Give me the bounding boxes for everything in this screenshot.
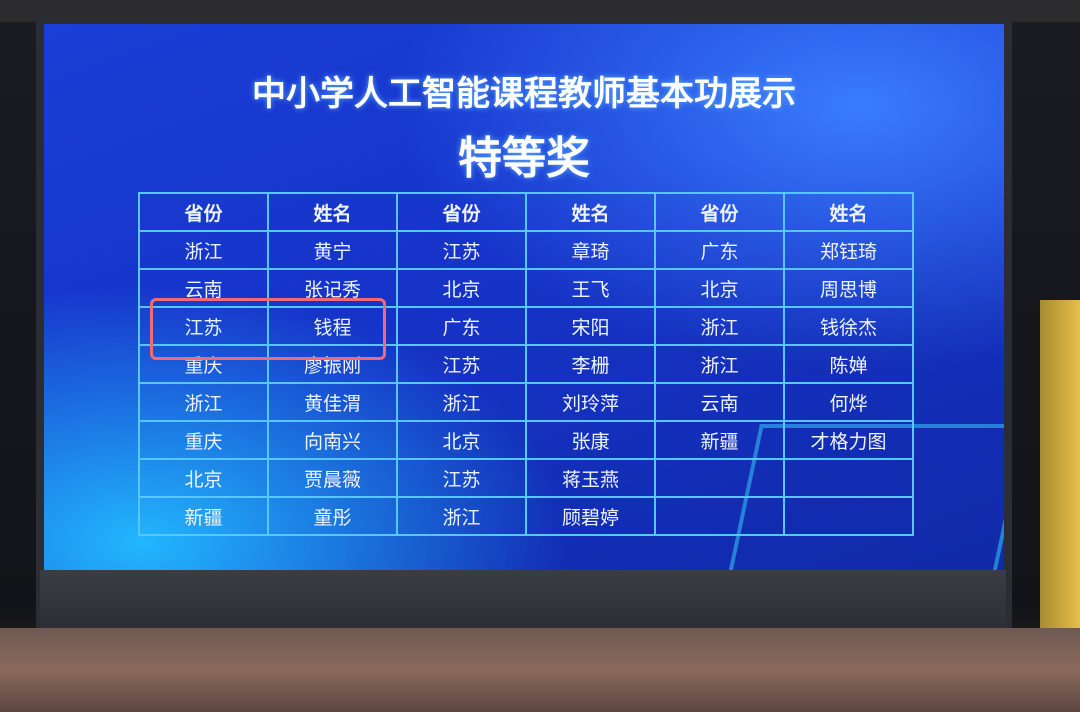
column-header: 省份: [396, 192, 527, 232]
award-title: 特等奖: [458, 133, 590, 184]
name-cell: 钱徐杰: [783, 306, 914, 346]
stage-top: [0, 0, 1080, 22]
province-cell: 北京: [396, 268, 527, 308]
curtain: [1040, 300, 1080, 630]
name-cell: 黄佳渭: [267, 382, 398, 422]
province-cell: 江苏: [396, 458, 527, 498]
name-cell: 钱程: [267, 306, 398, 346]
screen-title: 中小学人工智能课程教师基本功展示: [252, 74, 796, 114]
table-row: 浙江 黄宁 江苏 章琦 广东 郑钰琦: [138, 230, 914, 270]
province-cell: 浙江: [654, 306, 785, 346]
name-cell: 刘玲萍: [525, 382, 656, 422]
table-row: 云南 张记秀 北京 王飞 北京 周思博: [138, 268, 914, 308]
province-cell: 北京: [654, 268, 785, 308]
table-row: 北京 贾晨薇 江苏 蒋玉燕: [138, 458, 914, 498]
award-table: 省份 姓名 省份 姓名 省份 姓名 浙江 黄宁 江苏 章琦 广东 郑钰琦 云南 张记秀 北京 王飞 北京 周思博…: [138, 192, 914, 536]
province-cell: 广东: [654, 230, 785, 270]
province-cell: 浙江: [138, 230, 269, 270]
province-cell: 浙江: [654, 344, 785, 384]
name-cell: 陈婵: [783, 344, 914, 384]
province-cell: 江苏: [396, 230, 527, 270]
name-cell: 张记秀: [267, 268, 398, 308]
province-cell: 新疆: [138, 496, 269, 536]
province-cell: 北京: [138, 458, 269, 498]
name-cell: 章琦: [525, 230, 656, 270]
name-cell: 才格力图: [783, 420, 914, 460]
table-header: 省份 姓名 省份 姓名 省份 姓名: [138, 192, 914, 232]
province-cell: 重庆: [138, 344, 269, 384]
province-cell: 新疆: [654, 420, 785, 460]
name-cell: 黄宁: [267, 230, 398, 270]
stage-floor: [0, 628, 1080, 712]
name-cell: 李栅: [525, 344, 656, 384]
province-cell: 江苏: [138, 306, 269, 346]
name-cell: 向南兴: [267, 420, 398, 460]
name-cell: 童彤: [267, 496, 398, 536]
column-header: 姓名: [783, 192, 914, 232]
column-header: 姓名: [267, 192, 398, 232]
table-row: 新疆 童彤 浙江 顾碧婷: [138, 496, 914, 536]
table-row: 重庆 廖振刚 江苏 李栅 浙江 陈婵: [138, 344, 914, 384]
province-cell: 北京: [396, 420, 527, 460]
screen-bezel: [40, 570, 1006, 628]
name-cell: 王飞: [525, 268, 656, 308]
table-row: 重庆 向南兴 北京 张康 新疆 才格力图: [138, 420, 914, 460]
name-cell: 何烨: [783, 382, 914, 422]
name-cell: 廖振刚: [267, 344, 398, 384]
province-cell: [654, 458, 785, 498]
province-cell: 浙江: [138, 382, 269, 422]
highlight-box: [150, 298, 386, 360]
table-row: 浙江 黄佳渭 浙江 刘玲萍 云南 何烨: [138, 382, 914, 422]
name-cell: [783, 458, 914, 498]
table-row: 江苏 钱程 广东 宋阳 浙江 钱徐杰: [138, 306, 914, 346]
province-cell: 江苏: [396, 344, 527, 384]
province-cell: [654, 496, 785, 536]
column-header: 姓名: [525, 192, 656, 232]
province-cell: 云南: [138, 268, 269, 308]
name-cell: 贾晨薇: [267, 458, 398, 498]
name-cell: 顾碧婷: [525, 496, 656, 536]
province-cell: 重庆: [138, 420, 269, 460]
province-cell: 浙江: [396, 496, 527, 536]
province-cell: 浙江: [396, 382, 527, 422]
name-cell: 郑钰琦: [783, 230, 914, 270]
led-screen: 中小学人工智能课程教师基本功展示 特等奖 省份 姓名 省份 姓名 省份 姓名 浙江 黄宁 江苏…: [44, 24, 1004, 570]
province-cell: 云南: [654, 382, 785, 422]
column-header: 省份: [138, 192, 269, 232]
name-cell: 蒋玉燕: [525, 458, 656, 498]
name-cell: [783, 496, 914, 536]
name-cell: 宋阳: [525, 306, 656, 346]
province-cell: 广东: [396, 306, 527, 346]
name-cell: 张康: [525, 420, 656, 460]
column-header: 省份: [654, 192, 785, 232]
name-cell: 周思博: [783, 268, 914, 308]
